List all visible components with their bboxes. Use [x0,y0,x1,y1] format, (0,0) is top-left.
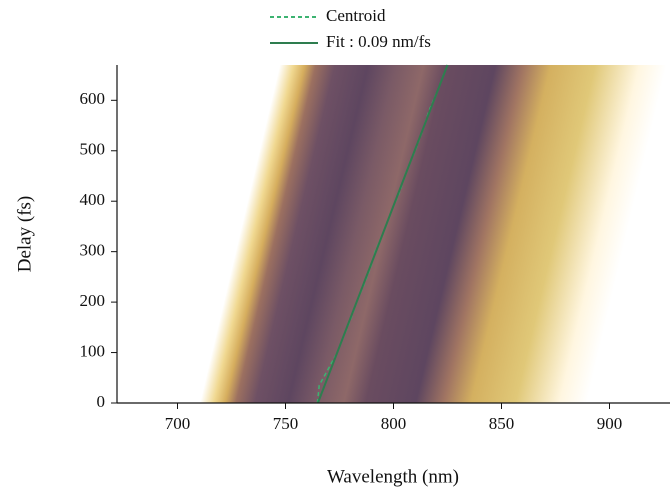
fit-line [316,64,449,404]
y-tick-label: 500 [80,140,106,159]
x-tick-label: 800 [381,414,407,433]
x-tick-label: 700 [165,414,191,433]
x-axis-label: Wavelength (nm) [327,466,459,487]
x-tick-label: 900 [597,414,623,433]
x-tick-label: 750 [273,414,299,433]
y-tick-label: 100 [80,341,106,360]
y-tick-label: 0 [97,392,106,411]
heatmap [117,65,670,403]
y-tick-label: 200 [80,291,106,310]
legend-label: Fit : 0.09 nm/fs [326,32,431,51]
y-tick-label: 300 [80,241,106,260]
y-axis-label: Delay (fs) [14,196,35,273]
legend-label: Centroid [326,6,386,25]
x-tick-label: 850 [489,414,515,433]
y-tick-label: 600 [80,89,106,108]
y-tick-label: 400 [80,190,106,209]
